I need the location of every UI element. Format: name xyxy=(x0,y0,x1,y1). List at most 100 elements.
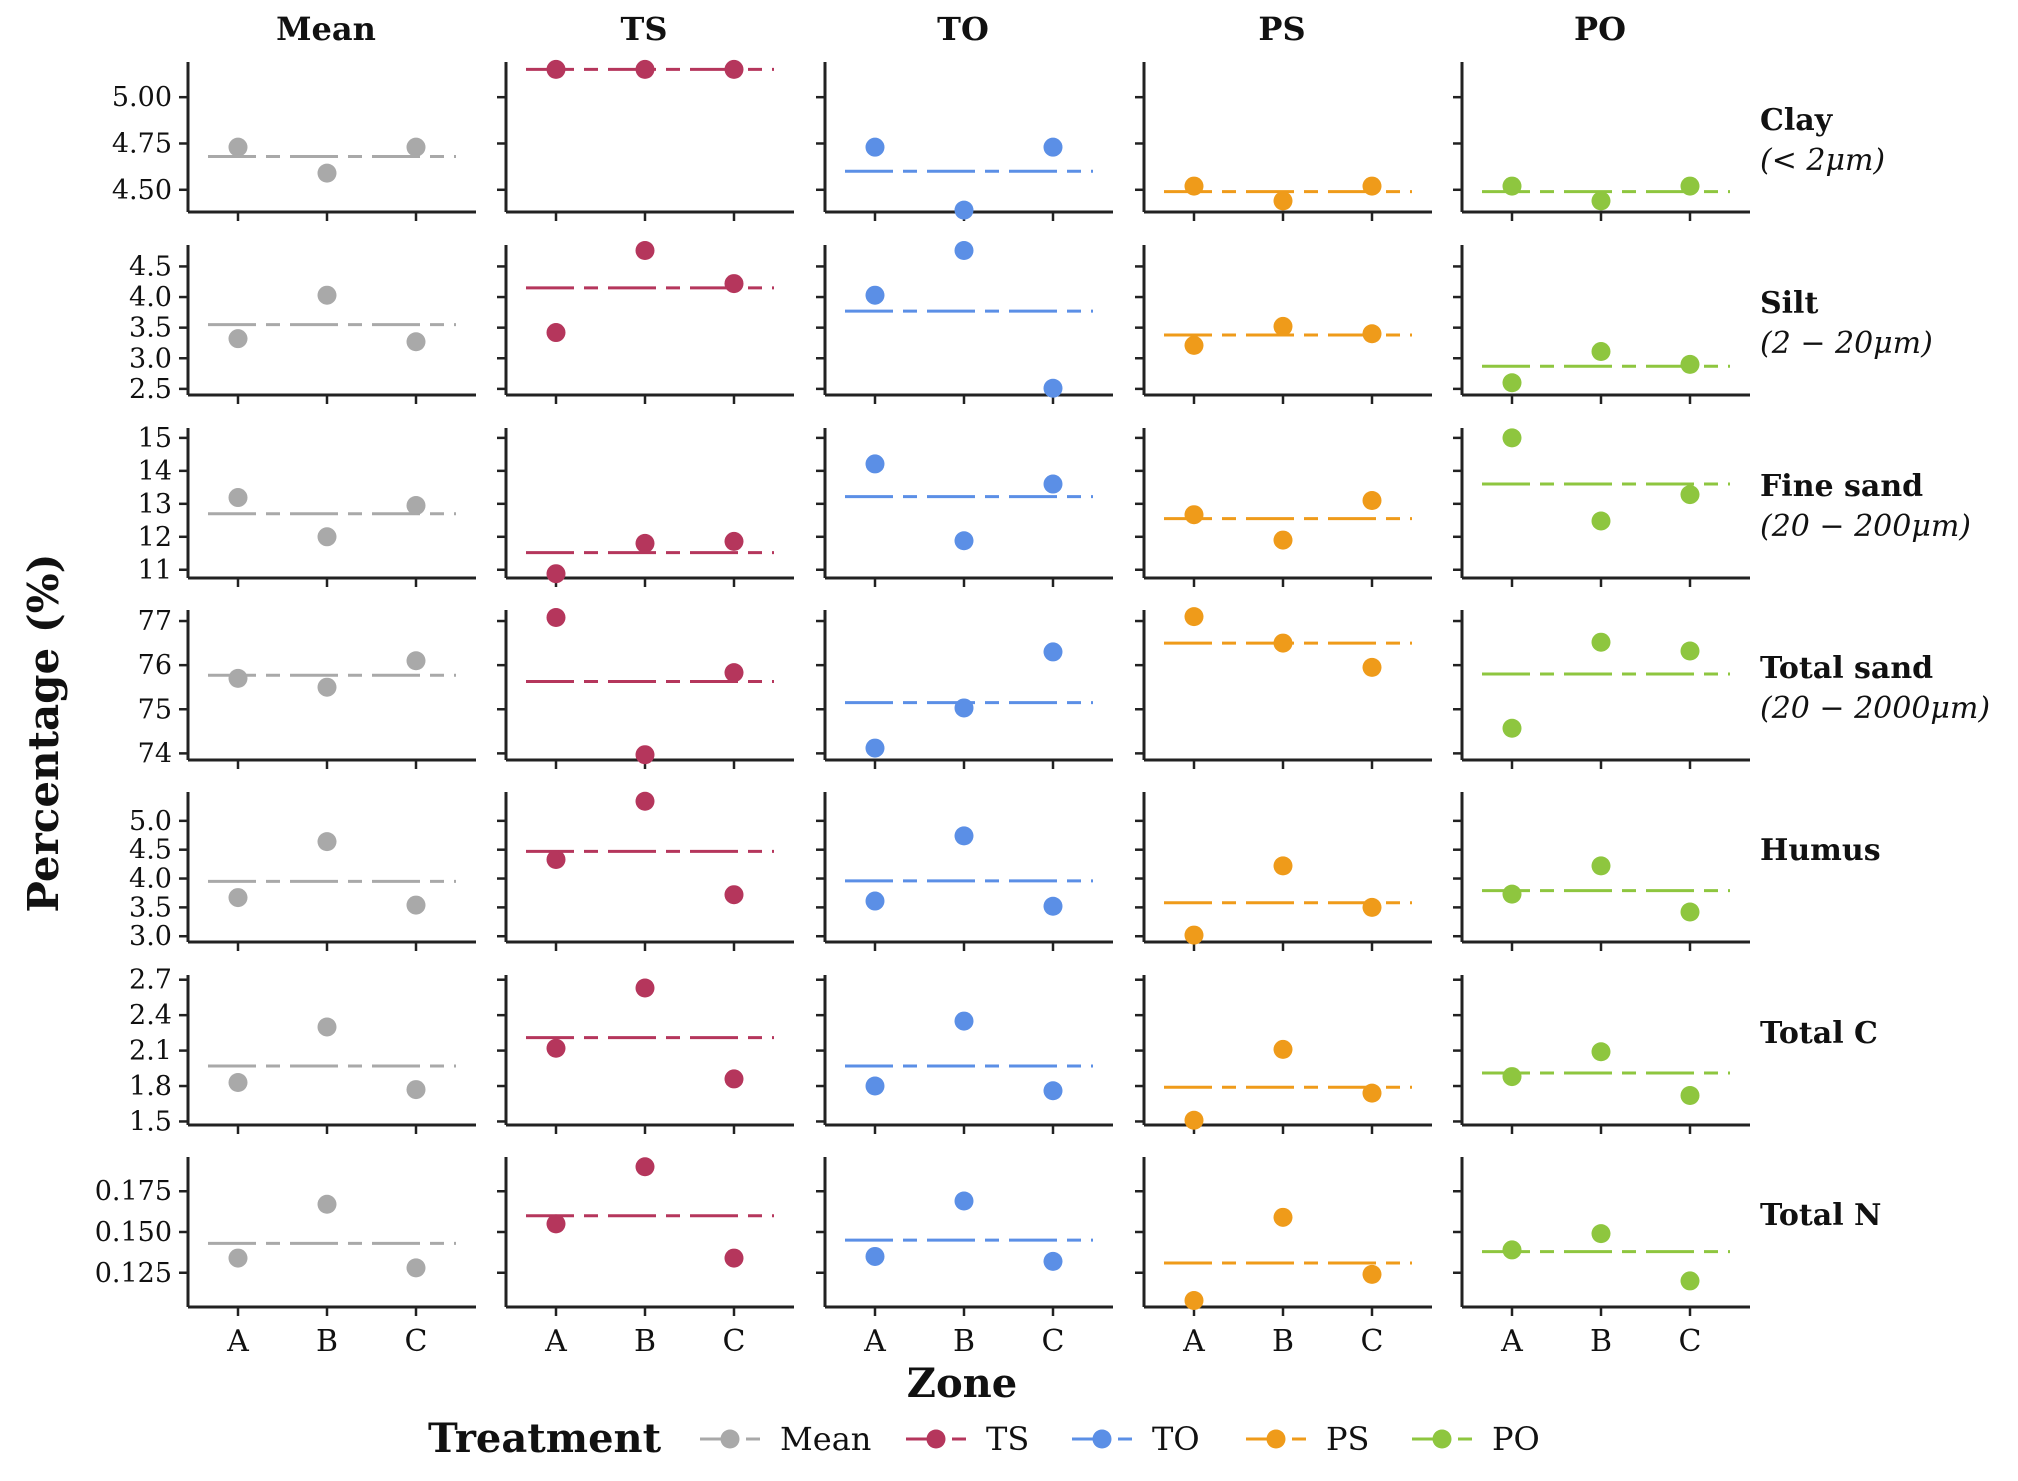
point-ps-a xyxy=(1184,925,1204,945)
panel-2-ps xyxy=(1135,428,1432,587)
point-mean-b xyxy=(317,1194,337,1214)
point-ps-c xyxy=(1362,657,1382,677)
point-po-a xyxy=(1502,373,1522,393)
row-label-name: Fine sand xyxy=(1760,469,1923,504)
x-tick-label: A xyxy=(1500,1324,1523,1359)
point-po-b xyxy=(1591,856,1611,876)
legend-label: PS xyxy=(1326,1420,1369,1458)
y-tick-label: 0.175 xyxy=(95,1176,172,1207)
panel-5-ps xyxy=(1135,975,1432,1134)
point-po-a xyxy=(1502,176,1522,196)
y-tick-label: 4.0 xyxy=(129,864,172,895)
point-to-c xyxy=(1043,896,1063,916)
panel-6-mean: 0.125 0.150 0.175 A B C xyxy=(95,1157,476,1359)
point-ps-c xyxy=(1362,1083,1382,1103)
x-tick-label: A xyxy=(863,1324,886,1359)
point-ts-c xyxy=(724,531,744,551)
x-tick-label: B xyxy=(1272,1324,1294,1359)
row-label-name: Total sand xyxy=(1760,651,1933,686)
point-po-a xyxy=(1502,1240,1522,1260)
y-tick-label: 3.5 xyxy=(129,313,172,344)
point-ps-a xyxy=(1184,1290,1204,1310)
row-label-name: Total C xyxy=(1760,1016,1878,1051)
point-mean-c xyxy=(406,137,426,157)
row-strip-labels: Clay (< 2μm) Silt (2 − 20μm) Fine sand (20 − … xyxy=(1760,103,1990,1233)
point-ts-a xyxy=(546,608,566,627)
point-mean-c xyxy=(406,651,426,671)
point-ps-a xyxy=(1184,335,1204,355)
point-mean-c xyxy=(406,495,426,515)
point-to-a xyxy=(865,454,885,474)
point-ts-b xyxy=(635,791,655,811)
point-to-c xyxy=(1043,1081,1063,1101)
legend-label: PO xyxy=(1492,1420,1540,1458)
point-to-b xyxy=(954,698,974,718)
y-tick-label: 13 xyxy=(138,489,172,520)
x-tick-label: A xyxy=(544,1324,567,1359)
point-mean-c xyxy=(406,895,426,915)
panel-3-po xyxy=(1453,610,1750,769)
x-tick-label: C xyxy=(723,1324,746,1359)
point-po-b xyxy=(1591,511,1611,531)
point-po-a xyxy=(1502,718,1522,738)
point-to-a xyxy=(865,891,885,911)
point-ts-b xyxy=(635,241,655,261)
point-ts-c xyxy=(724,663,744,683)
point-ps-b xyxy=(1273,1207,1293,1227)
legend-item-ts: TS xyxy=(906,1420,1029,1458)
panel-0-mean: 4.50 4.75 5.00 xyxy=(112,62,476,221)
point-po-b xyxy=(1591,1224,1611,1244)
point-ps-c xyxy=(1362,1264,1382,1284)
point-mean-b xyxy=(317,285,337,305)
point-ts-b xyxy=(635,533,655,553)
point-mean-a xyxy=(228,488,248,508)
row-label-range: (20 − 200μm) xyxy=(1760,509,1971,544)
y-tick-label: 3.5 xyxy=(129,892,172,923)
panel-4-mean: 3.03.54.04.55.0 xyxy=(129,792,476,952)
point-po-c xyxy=(1680,902,1700,922)
panel-0-po xyxy=(1453,62,1750,221)
point-mean-b xyxy=(317,677,337,697)
point-ps-a xyxy=(1184,1110,1204,1130)
panel-3-to xyxy=(816,610,1113,769)
point-ps-b xyxy=(1273,856,1293,876)
row-label-2: Fine sand (20 − 200μm) xyxy=(1760,469,1971,544)
y-tick-label: 2.4 xyxy=(129,1000,172,1031)
point-po-c xyxy=(1680,176,1700,196)
row-label-range: (2 − 20μm) xyxy=(1760,326,1933,361)
point-to-c xyxy=(1043,378,1063,398)
y-tick-label: 2.7 xyxy=(129,965,172,996)
point-ts-a xyxy=(546,1038,566,1058)
y-tick-label: 4.0 xyxy=(129,282,172,313)
row-label-range: (< 2μm) xyxy=(1760,143,1885,178)
point-po-b xyxy=(1591,342,1611,362)
y-tick-label: 77 xyxy=(138,606,172,637)
point-to-a xyxy=(865,738,885,758)
panel-6-to: A B C xyxy=(816,1157,1113,1359)
point-mean-a xyxy=(228,1072,248,1092)
panel-0-to xyxy=(816,62,1113,221)
y-tick-label: 4.75 xyxy=(112,128,172,159)
row-label-name: Total N xyxy=(1760,1198,1881,1233)
point-ts-c xyxy=(724,1069,744,1089)
point-mean-a xyxy=(228,888,248,908)
point-ts-a xyxy=(546,564,566,584)
point-po-a xyxy=(1502,884,1522,904)
point-po-a xyxy=(1502,428,1522,448)
panel-4-po xyxy=(1453,792,1750,951)
point-ts-b xyxy=(635,1157,655,1177)
y-tick-label: 76 xyxy=(138,650,172,681)
row-label-1: Silt (2 − 20μm) xyxy=(1760,286,1933,361)
panel-5-ts xyxy=(497,975,794,1134)
legend-item-mean: Mean xyxy=(700,1420,871,1458)
point-mean-a xyxy=(228,668,248,688)
point-mean-c xyxy=(406,1258,426,1278)
column-headers: Mean TS TO PS PO xyxy=(276,10,1626,48)
point-mean-a xyxy=(228,137,248,157)
panel-6-ps: A B C xyxy=(1135,1157,1432,1359)
x-tick-label: C xyxy=(1042,1324,1065,1359)
point-ts-a xyxy=(546,323,566,343)
point-to-c xyxy=(1043,1251,1063,1271)
